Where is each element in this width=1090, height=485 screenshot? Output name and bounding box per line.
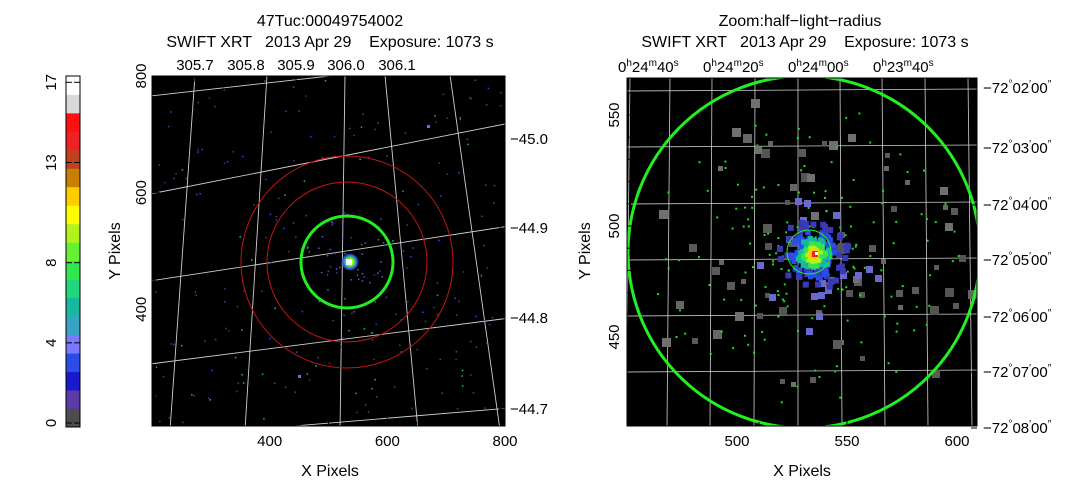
left-y-tick-label: 600 <box>133 180 150 205</box>
colorbar-block <box>66 149 80 169</box>
core-source-circle <box>786 229 832 275</box>
left-x-tick-label: 800 <box>492 433 517 450</box>
left-y-label: Y Pixels <box>107 222 124 280</box>
colorbar-tick-label: 4 <box>43 339 60 347</box>
outer-annulus-inner-circle <box>266 181 428 343</box>
right-right-tick-label: −72°04′00″ <box>983 196 1052 214</box>
right-x-tick-label: 550 <box>834 433 859 450</box>
colorbar-block <box>66 260 80 280</box>
right-right-tick-label: −72°03′00″ <box>983 139 1052 157</box>
left-top-tick-label: 305.8 <box>227 57 265 74</box>
left-image <box>152 76 505 426</box>
right-title: Zoom:half−light−radius <box>719 13 882 30</box>
left-panel: 47Tuc:00049754002 SWIFT XRT 2013 Apr 29 … <box>107 13 548 480</box>
right-y-tick-label: 500 <box>606 213 623 238</box>
left-regions <box>240 155 454 369</box>
colorbar-block <box>66 223 80 243</box>
right-right-tick-label: −72°06′00″ <box>983 308 1052 326</box>
right-top-tick-label: 0h24m20s <box>703 58 764 76</box>
colorbar-block <box>66 390 80 409</box>
left-axes: 400 400 600 600 800 800 305.7 305.8 305.9 306.0 30… <box>133 57 548 450</box>
left-right-tick-label: −45.0 <box>510 131 548 148</box>
right-right-tick-label: −72°05′00″ <box>983 251 1052 269</box>
outer-annulus-outer-circle <box>240 155 454 369</box>
right-x-tick-label: 600 <box>944 433 969 450</box>
left-background-events <box>155 79 502 424</box>
right-right-tick-label: −72°02′00″ <box>983 79 1052 97</box>
colorbar-blocks <box>66 76 80 428</box>
colorbar-block <box>66 168 80 188</box>
colorbar: 0 4 8 13 17 <box>43 74 81 428</box>
colorbar-block <box>66 186 80 206</box>
right-top-tick-label: 0h23m40s <box>873 58 934 76</box>
colorbar-block <box>66 353 80 372</box>
colorbar-block <box>66 371 80 391</box>
right-x-label: X Pixels <box>773 463 831 480</box>
right-right-tick-label: −72°08′00″ <box>983 419 1052 437</box>
left-x-label: X Pixels <box>301 463 359 480</box>
colorbar-frame <box>65 75 81 428</box>
left-title: 47Tuc:00049754002 <box>257 13 403 30</box>
right-y-tick-label: 450 <box>606 324 623 349</box>
right-y-tick-label: 550 <box>606 102 623 127</box>
left-right-tick-label: −44.8 <box>510 310 548 327</box>
colorbar-block <box>66 112 80 132</box>
right-panel: Zoom:half−light−radius SWIFT XRT 2013 Ap… <box>577 13 1052 480</box>
colorbar-block <box>66 279 80 299</box>
right-axes: 500 550 600 450 500 550 0h24m40s 0h24m20s 0h24m0… <box>606 58 1052 450</box>
half-light-radius-circle <box>627 78 977 426</box>
left-x-tick-label: 400 <box>257 433 282 450</box>
colorbar-tick-label: 8 <box>43 259 60 267</box>
left-coordinate-grid <box>152 76 505 426</box>
left-top-tick-label: 306.0 <box>327 57 365 74</box>
colorbar-block <box>66 205 80 225</box>
right-core-emission <box>776 219 852 290</box>
left-right-tick-label: −44.9 <box>510 220 548 237</box>
left-subtitle: SWIFT XRT 2013 Apr 29 Exposure: 1073 s <box>166 34 493 51</box>
right-right-tick-label: −72°07′00″ <box>983 363 1052 381</box>
right-subtitle: SWIFT XRT 2013 Apr 29 Exposure: 1073 s <box>641 34 968 51</box>
colorbar-tick-label: 17 <box>43 74 60 91</box>
source-region-circle <box>299 214 395 310</box>
left-top-tick-label: 305.9 <box>277 57 315 74</box>
central-source-peak <box>346 259 352 265</box>
faint-source-2 <box>427 125 430 128</box>
left-right-tick-label: −44.7 <box>510 401 548 418</box>
faint-source-1 <box>298 375 301 378</box>
colorbar-block <box>66 242 80 262</box>
right-y-label: Y Pixels <box>577 222 594 280</box>
right-image <box>627 78 977 426</box>
left-top-tick-label: 306.1 <box>378 57 416 74</box>
left-image-background <box>152 76 505 426</box>
colorbar-block <box>66 94 80 114</box>
colorbar-block <box>66 316 80 336</box>
right-top-tick-label: 0h24m40s <box>618 58 679 76</box>
colorbar-block <box>66 76 80 95</box>
left-y-tick-label: 400 <box>133 297 150 322</box>
colorbar-block <box>66 334 80 354</box>
colorbar-block <box>66 131 80 151</box>
left-y-tick-label: 800 <box>133 63 150 88</box>
colorbar-tick-label: 0 <box>43 419 60 427</box>
colorbar-ticks: 0 4 8 13 17 <box>43 74 80 427</box>
left-x-tick-label: 600 <box>375 433 400 450</box>
left-top-tick-label: 305.7 <box>176 57 214 74</box>
colorbar-block <box>66 408 80 428</box>
colorbar-tick-label: 13 <box>43 154 60 171</box>
right-frame <box>626 77 978 427</box>
colorbar-block <box>66 297 80 317</box>
right-top-tick-label: 0h24m00s <box>788 58 849 76</box>
right-x-tick-label: 500 <box>724 433 749 450</box>
